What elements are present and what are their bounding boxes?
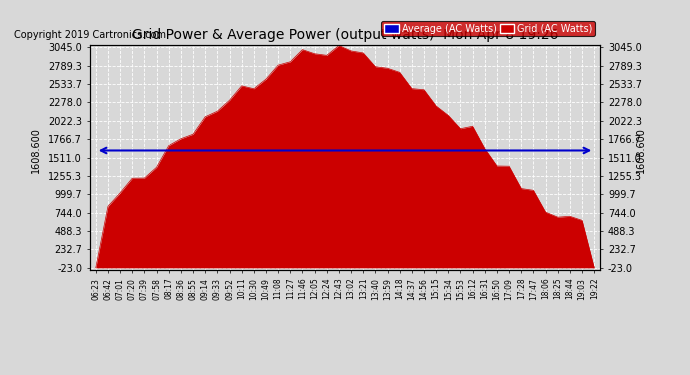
Legend: Average (AC Watts), Grid (AC Watts): Average (AC Watts), Grid (AC Watts) xyxy=(382,21,595,36)
Title: Grid Power & Average Power (output watts)  Mon Apr 8 19:26: Grid Power & Average Power (output watts… xyxy=(132,28,558,42)
Text: 1608.600: 1608.600 xyxy=(31,128,41,173)
Text: Copyright 2019 Cartronics.com: Copyright 2019 Cartronics.com xyxy=(14,30,166,39)
Text: 1608.600: 1608.600 xyxy=(636,128,646,173)
